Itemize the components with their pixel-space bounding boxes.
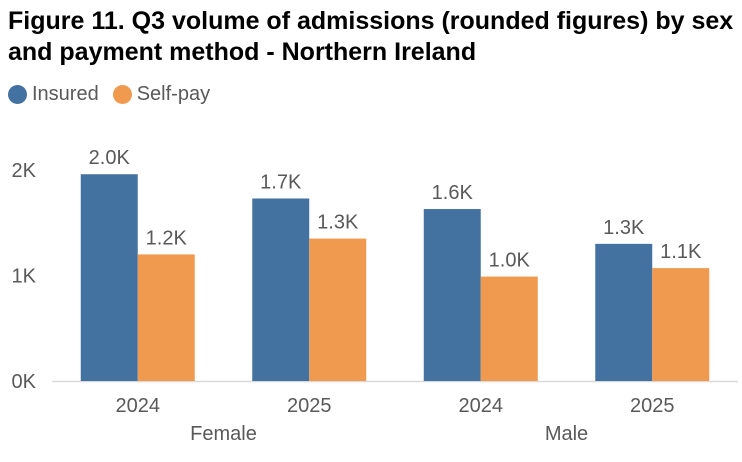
data-label: 1.3K <box>317 212 359 234</box>
data-label: 1.2K <box>146 227 188 249</box>
x-tick-label: 2025 <box>630 395 675 417</box>
data-label: 1.7K <box>260 171 302 193</box>
bar-self-pay <box>652 268 710 381</box>
data-label: 1.1K <box>660 241 702 263</box>
x-tick-label: 2024 <box>459 395 504 417</box>
legend-swatch-insured <box>8 85 27 104</box>
y-tick-label: 0K <box>12 371 37 393</box>
legend-item-insured: Insured <box>8 83 99 106</box>
x-tick-label: 2024 <box>116 395 161 417</box>
legend-label-self-pay: Self-pay <box>136 83 211 105</box>
legend-item-self-pay: Self-pay <box>112 83 211 106</box>
data-label: 1.3K <box>603 217 645 239</box>
y-tick-label: 2K <box>12 160 37 182</box>
x-tick-label: 2025 <box>287 395 332 417</box>
x-group-label: Male <box>545 423 588 445</box>
bar-self-pay <box>137 254 195 381</box>
x-group-label: Female <box>190 423 257 445</box>
data-label: 1.6K <box>432 182 474 204</box>
bar-self-pay <box>480 276 538 381</box>
bar-insured <box>80 174 138 381</box>
data-label: 2.0K <box>89 147 131 169</box>
bar-insured <box>595 243 653 381</box>
chart-legend: Insured Self-pay <box>8 83 210 106</box>
bar-self-pay <box>309 238 367 381</box>
legend-label-insured: Insured <box>32 83 99 105</box>
y-tick-label: 1K <box>12 266 37 288</box>
chart-title: Figure 11. Q3 volume of admissions (roun… <box>8 7 734 66</box>
bar-insured <box>423 209 481 381</box>
bar-insured <box>252 198 310 381</box>
data-label: 1.0K <box>489 250 531 272</box>
legend-swatch-self-pay <box>112 85 132 104</box>
